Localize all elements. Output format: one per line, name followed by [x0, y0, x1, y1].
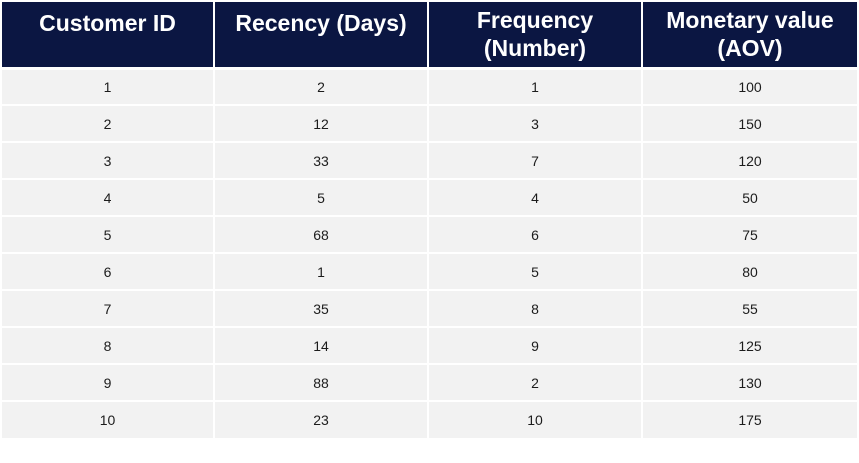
table-header-row: Customer ID Recency (Days) Frequency (Nu… — [2, 2, 857, 68]
frequency-cell: 5 — [428, 252, 643, 290]
table-body: 1 2 1 100 2 12 3 150 3 33 7 120 4 5 4 50 5 68 6 75 6 1 5 80 7 35 8… — [2, 66, 857, 438]
table-row: 9 88 2 130 — [2, 363, 857, 401]
header-label: Recency (Days) — [235, 10, 407, 37]
frequency-cell: 9 — [428, 326, 643, 364]
monetary-value-cell: 75 — [642, 215, 857, 253]
customer-id-cell: 3 — [2, 141, 215, 179]
monetary-value-cell: 50 — [642, 178, 857, 216]
frequency-cell: 7 — [428, 141, 643, 179]
recency-cell: 33 — [214, 141, 429, 179]
table-row: 7 35 8 55 — [2, 289, 857, 327]
customer-id-cell: 5 — [2, 215, 215, 253]
customer-id-cell: 4 — [2, 178, 215, 216]
table-row: 3 33 7 120 — [2, 141, 857, 179]
recency-cell: 68 — [214, 215, 429, 253]
frequency-cell: 6 — [428, 215, 643, 253]
header-monetary-value: Monetary value (AOV) — [642, 2, 857, 68]
header-frequency: Frequency (Number) — [428, 2, 643, 68]
recency-cell: 1 — [214, 252, 429, 290]
monetary-value-cell: 175 — [642, 400, 857, 438]
customer-id-cell: 1 — [2, 66, 215, 105]
recency-cell: 12 — [214, 104, 429, 142]
header-sublabel: (AOV) — [717, 35, 783, 62]
table-row: 2 12 3 150 — [2, 104, 857, 142]
table-row: 10 23 10 175 — [2, 400, 857, 438]
monetary-value-cell: 80 — [642, 252, 857, 290]
customer-id-cell: 2 — [2, 104, 215, 142]
header-customer-id: Customer ID — [2, 2, 215, 68]
recency-cell: 2 — [214, 66, 429, 105]
frequency-cell: 3 — [428, 104, 643, 142]
monetary-value-cell: 120 — [642, 141, 857, 179]
header-recency: Recency (Days) — [214, 2, 429, 68]
customer-id-cell: 8 — [2, 326, 215, 364]
table-row: 4 5 4 50 — [2, 178, 857, 216]
monetary-value-cell: 125 — [642, 326, 857, 364]
frequency-cell: 8 — [428, 289, 643, 327]
recency-cell: 23 — [214, 400, 429, 438]
customer-id-cell: 9 — [2, 363, 215, 401]
customer-id-cell: 6 — [2, 252, 215, 290]
recency-cell: 5 — [214, 178, 429, 216]
table-row: 5 68 6 75 — [2, 215, 857, 253]
frequency-cell: 2 — [428, 363, 643, 401]
table-row: 6 1 5 80 — [2, 252, 857, 290]
table-row: 1 2 1 100 — [2, 66, 857, 105]
frequency-cell: 10 — [428, 400, 643, 438]
recency-cell: 88 — [214, 363, 429, 401]
customer-id-cell: 10 — [2, 400, 215, 438]
monetary-value-cell: 150 — [642, 104, 857, 142]
recency-cell: 35 — [214, 289, 429, 327]
monetary-value-cell: 55 — [642, 289, 857, 327]
table-row: 8 14 9 125 — [2, 326, 857, 364]
customer-id-cell: 7 — [2, 289, 215, 327]
header-sublabel: (Number) — [483, 35, 587, 62]
header-label: Customer ID — [39, 10, 176, 37]
monetary-value-cell: 100 — [642, 66, 857, 105]
frequency-cell: 4 — [428, 178, 643, 216]
header-label: Monetary value — [666, 7, 834, 34]
frequency-cell: 1 — [428, 66, 643, 105]
recency-cell: 14 — [214, 326, 429, 364]
header-label: Frequency — [476, 7, 594, 34]
monetary-value-cell: 130 — [642, 363, 857, 401]
rfm-table: Customer ID Recency (Days) Frequency (Nu… — [2, 2, 857, 438]
